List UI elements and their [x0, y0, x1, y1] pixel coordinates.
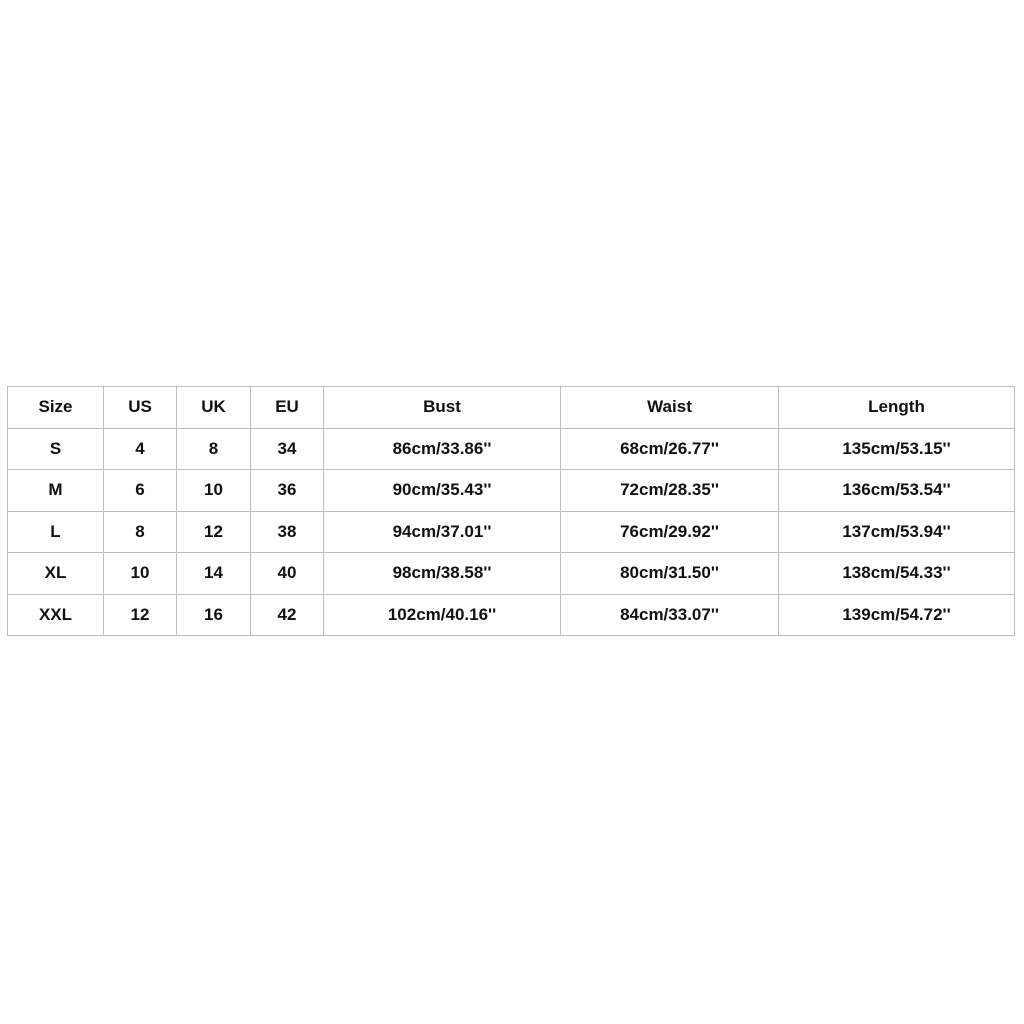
- header-cell: Bust: [323, 386, 561, 429]
- table-body: S 4 8 34 86cm/33.86'' 68cm/26.77'' 135cm/53.15…: [7, 427, 1015, 636]
- table-row: XXL 12 16 42 102cm/40.16'' 84cm/33.07'' 139cm/…: [7, 593, 1015, 636]
- table-cell: 10: [176, 469, 251, 512]
- table-cell: 102cm/40.16'': [323, 593, 561, 636]
- header-cell: US: [103, 386, 177, 429]
- table-cell: 72cm/28.35'': [560, 469, 779, 512]
- header-row: Size US UK EU Bust Waist Length: [7, 386, 1015, 429]
- table-cell: XL: [7, 552, 104, 595]
- table-cell: S: [7, 427, 104, 470]
- table-header: Size US UK EU Bust Waist Length: [7, 386, 1015, 429]
- table-cell: 8: [103, 510, 177, 553]
- table-cell: 40: [250, 552, 324, 595]
- table-cell: 8: [176, 427, 251, 470]
- table-cell: 137cm/53.94'': [778, 510, 1015, 553]
- table-cell: 135cm/53.15'': [778, 427, 1015, 470]
- table-cell: 80cm/31.50'': [560, 552, 779, 595]
- table-cell: 86cm/33.86'': [323, 427, 561, 470]
- table-cell: 4: [103, 427, 177, 470]
- table-cell: 136cm/53.54'': [778, 469, 1015, 512]
- table-row: L 8 12 38 94cm/37.01'' 76cm/29.92'' 137cm/53.9…: [7, 510, 1015, 553]
- table-cell: 138cm/54.33'': [778, 552, 1015, 595]
- table-cell: M: [7, 469, 104, 512]
- table-cell: 36: [250, 469, 324, 512]
- table-cell: L: [7, 510, 104, 553]
- table-cell: 42: [250, 593, 324, 636]
- table-cell: 84cm/33.07'': [560, 593, 779, 636]
- header-cell: Waist: [560, 386, 779, 429]
- header-cell: UK: [176, 386, 251, 429]
- table-cell: 12: [103, 593, 177, 636]
- table-row: M 6 10 36 90cm/35.43'' 72cm/28.35'' 136cm/53.5…: [7, 469, 1015, 512]
- table-cell: XXL: [7, 593, 104, 636]
- table-cell: 90cm/35.43'': [323, 469, 561, 512]
- header-cell: EU: [250, 386, 324, 429]
- header-cell: Size: [7, 386, 104, 429]
- size-table: Size US UK EU Bust Waist Length S 4 8 34 86cm/33.8…: [7, 386, 1015, 636]
- header-cell: Length: [778, 386, 1015, 429]
- table-cell: 6: [103, 469, 177, 512]
- table-cell: 38: [250, 510, 324, 553]
- table-cell: 14: [176, 552, 251, 595]
- table-cell: 34: [250, 427, 324, 470]
- table-cell: 12: [176, 510, 251, 553]
- table-cell: 68cm/26.77'': [560, 427, 779, 470]
- table-cell: 16: [176, 593, 251, 636]
- table-cell: 10: [103, 552, 177, 595]
- table-row: XL 10 14 40 98cm/38.58'' 80cm/31.50'' 138cm/54…: [7, 552, 1015, 595]
- table-cell: 76cm/29.92'': [560, 510, 779, 553]
- table-cell: 94cm/37.01'': [323, 510, 561, 553]
- table-cell: 98cm/38.58'': [323, 552, 561, 595]
- table-cell: 139cm/54.72'': [778, 593, 1015, 636]
- table-row: S 4 8 34 86cm/33.86'' 68cm/26.77'' 135cm/53.15…: [7, 427, 1015, 470]
